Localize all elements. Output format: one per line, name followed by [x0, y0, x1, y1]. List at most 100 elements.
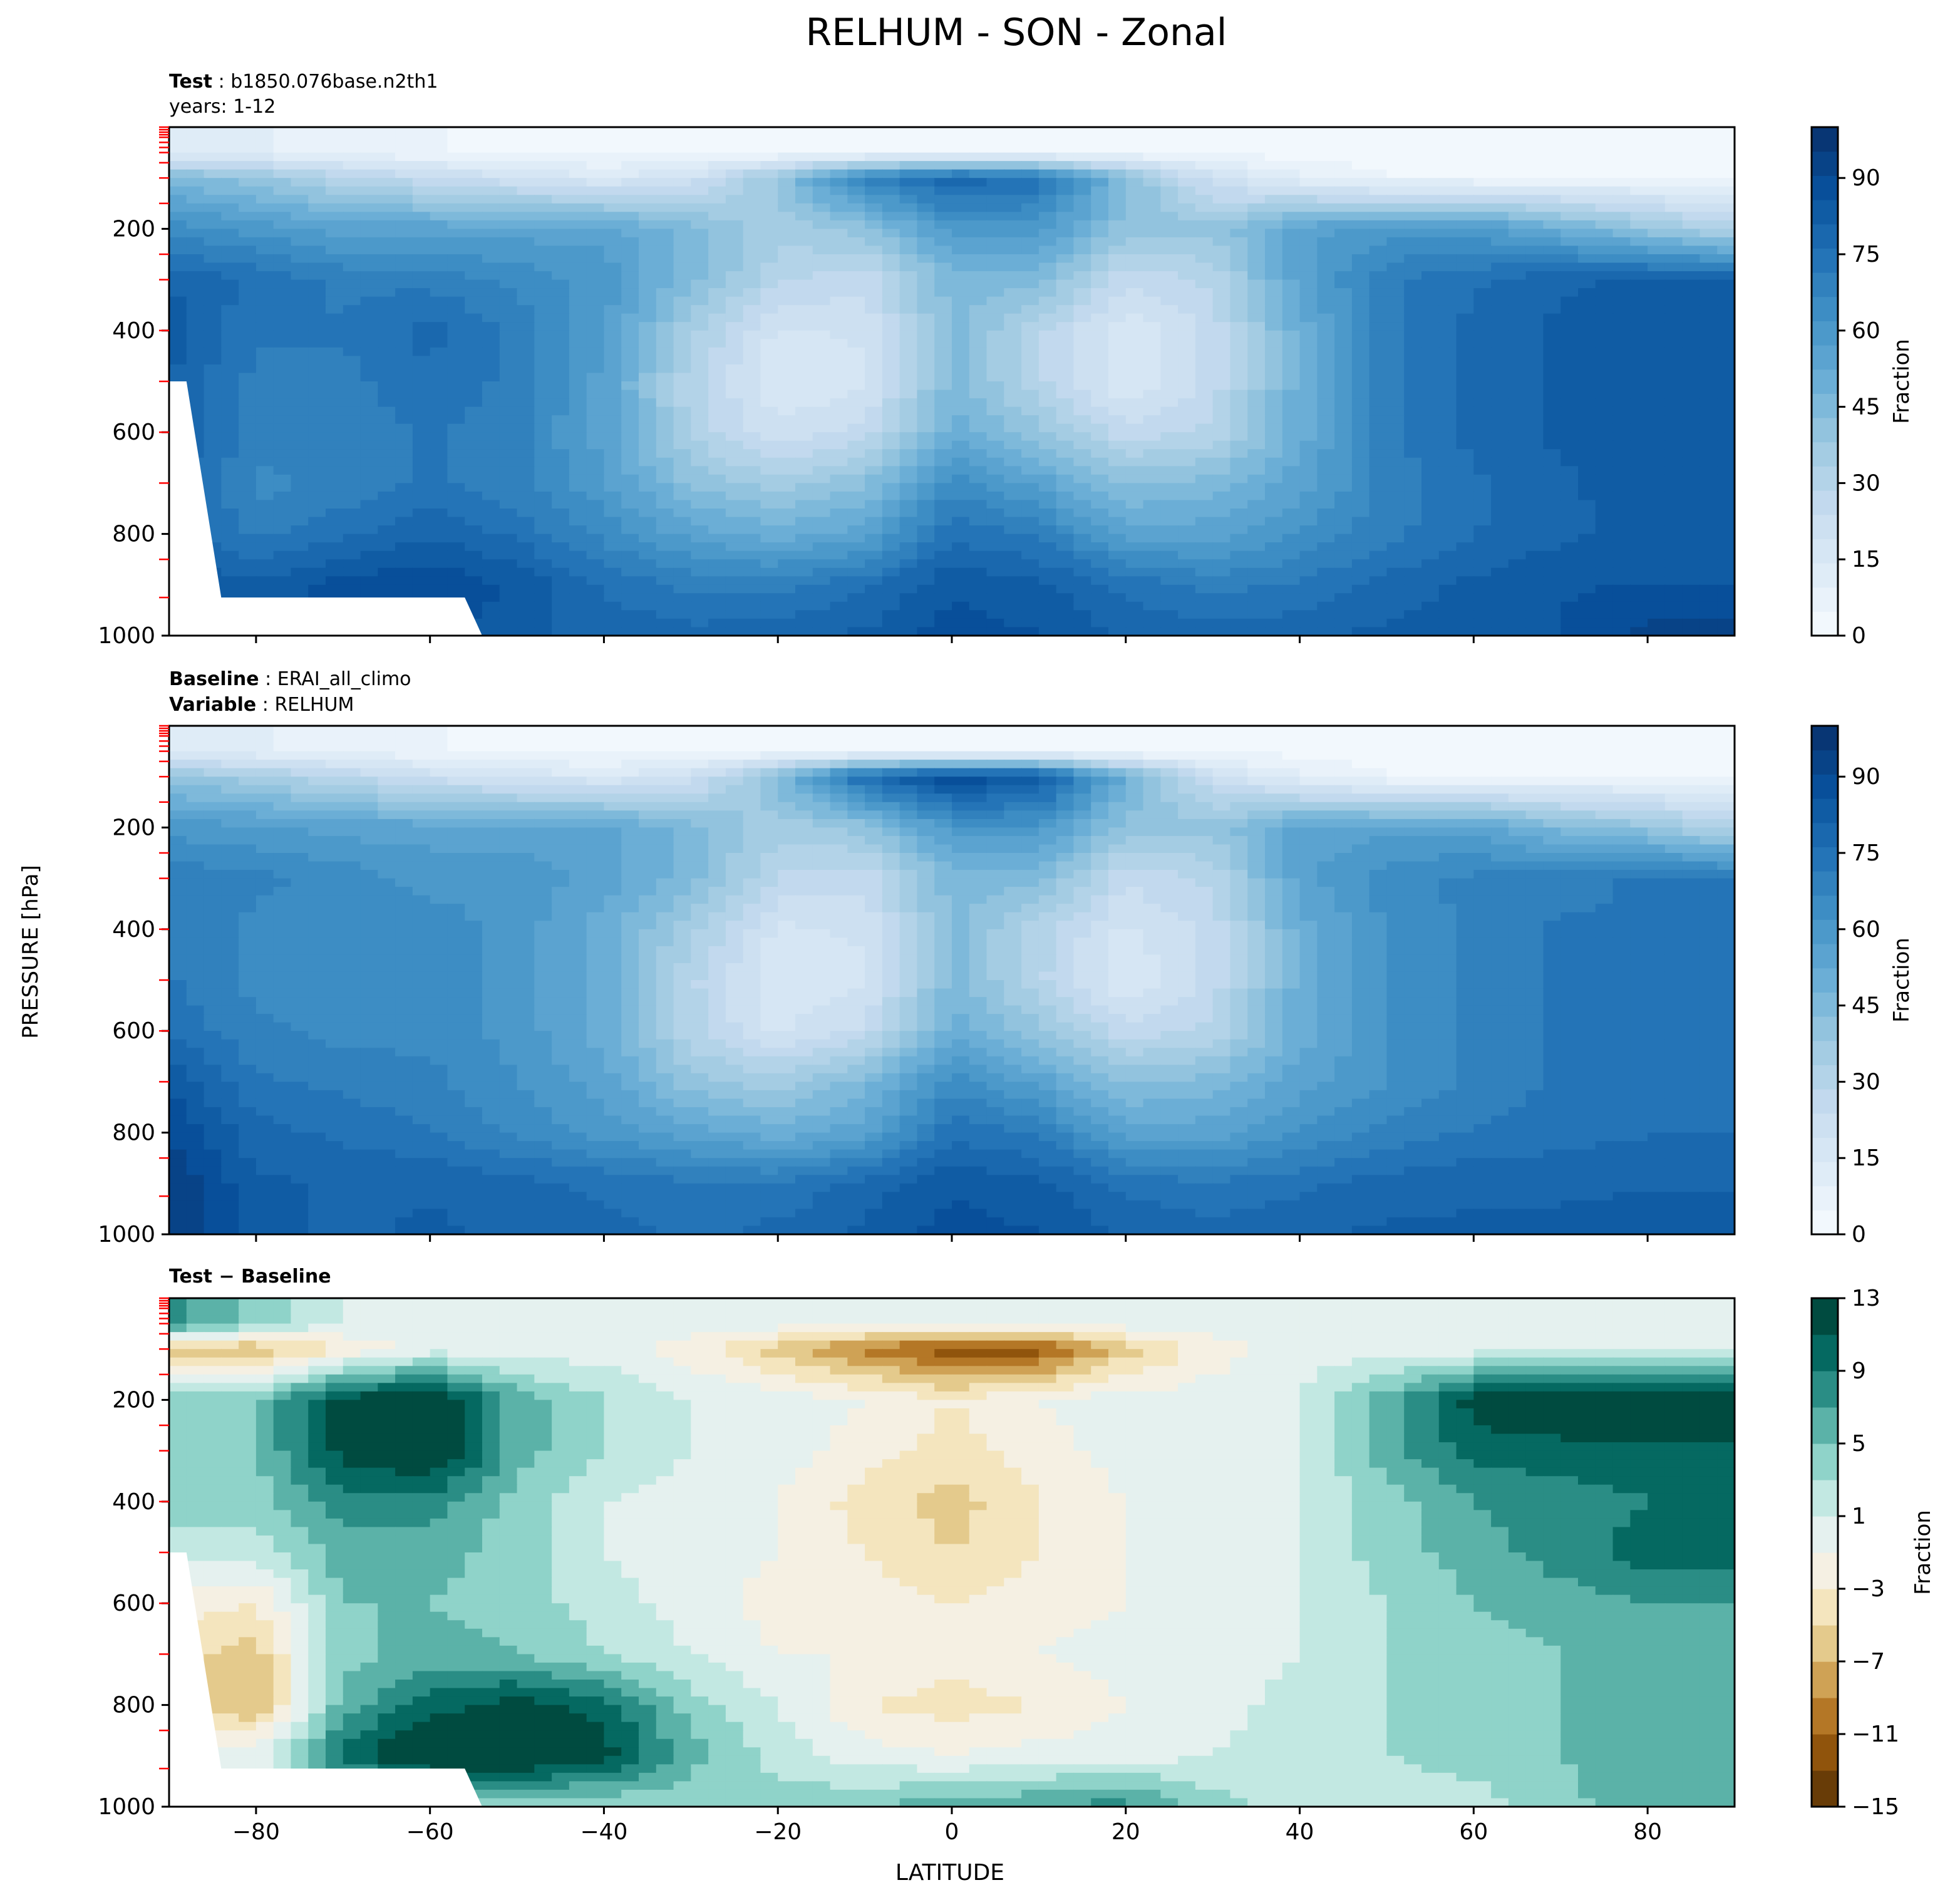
- heatmap-cell: [1508, 364, 1527, 374]
- heatmap-cell: [1178, 347, 1196, 357]
- heatmap-cell: [482, 466, 500, 475]
- heatmap-cell: [569, 423, 587, 433]
- heatmap-cell: [1491, 491, 1509, 501]
- heatmap-cell: [604, 440, 622, 450]
- heatmap-cell: [812, 584, 831, 594]
- heatmap-cell: [1143, 483, 1162, 492]
- heatmap-cell: [255, 347, 274, 357]
- heatmap-cell: [673, 449, 692, 458]
- heatmap-cell: [1317, 474, 1335, 484]
- heatmap-cell: [1160, 415, 1179, 425]
- heatmap-cell: [899, 195, 918, 204]
- heatmap-cell: [1612, 550, 1631, 560]
- heatmap-cell: [343, 186, 361, 196]
- heatmap-cell: [899, 432, 918, 441]
- heatmap-cell: [1265, 245, 1283, 255]
- heatmap-cell: [169, 373, 187, 382]
- heatmap-cell: [1195, 347, 1214, 357]
- heatmap-cell: [1299, 474, 1318, 484]
- heatmap-cell: [204, 415, 222, 425]
- heatmap-cell: [291, 364, 309, 374]
- heatmap-cell: [1369, 550, 1388, 560]
- heatmap-cell: [743, 279, 761, 289]
- heatmap-cell: [882, 364, 900, 374]
- heatmap-cell: [586, 398, 605, 408]
- heatmap-cell: [291, 229, 309, 238]
- heatmap-cell: [1108, 262, 1127, 272]
- heatmap-cell: [725, 466, 744, 475]
- heatmap-cell: [1648, 254, 1666, 264]
- heatmap-cell: [969, 373, 988, 382]
- heatmap-cell: [795, 347, 813, 357]
- heatmap-cell: [795, 567, 813, 577]
- heatmap-cell: [639, 457, 657, 467]
- heatmap-cell: [1317, 212, 1335, 221]
- heatmap-cell: [1456, 432, 1475, 441]
- heatmap-cell: [1317, 178, 1335, 187]
- heatmap-cell: [969, 415, 988, 425]
- heatmap-cell: [482, 593, 500, 602]
- heatmap-cell: [1421, 330, 1440, 340]
- heatmap-cell: [378, 254, 396, 264]
- heatmap-cell: [499, 449, 518, 458]
- heatmap-cell: [534, 483, 552, 492]
- heatmap-cell: [847, 245, 865, 255]
- heatmap-cell: [1664, 127, 1683, 137]
- heatmap-cell: [1212, 186, 1231, 196]
- heatmap-cell: [343, 559, 361, 569]
- heatmap-cell: [326, 398, 344, 408]
- heatmap-cell: [1664, 169, 1683, 178]
- heatmap-cell: [969, 186, 988, 196]
- heatmap-cell: [1648, 245, 1666, 255]
- heatmap-cell: [1317, 296, 1335, 306]
- heatmap-cell: [1525, 356, 1544, 365]
- heatmap-cell: [1004, 406, 1022, 416]
- heatmap-cell: [830, 313, 848, 323]
- heatmap-cell: [1091, 584, 1109, 594]
- heatmap-cell: [621, 305, 639, 314]
- heatmap-cell: [969, 398, 988, 408]
- heatmap-cell: [952, 178, 970, 187]
- heatmap-cell: [1578, 525, 1596, 535]
- heatmap-cell: [482, 406, 500, 416]
- heatmap-cell: [239, 212, 257, 221]
- heatmap-cell: [986, 415, 1005, 425]
- heatmap-cell: [812, 152, 831, 162]
- heatmap-cell: [917, 440, 936, 450]
- heatmap-cell: [1160, 254, 1179, 264]
- heatmap-cell: [604, 534, 622, 543]
- heatmap-cell: [1317, 245, 1335, 255]
- heatmap-cell: [1369, 576, 1388, 586]
- heatmap-cell: [447, 398, 466, 408]
- heatmap-cell: [812, 517, 831, 526]
- heatmap-cell: [1143, 491, 1162, 501]
- heatmap-cell: [1230, 584, 1249, 594]
- heatmap-cell: [1664, 220, 1683, 230]
- heatmap-cell: [308, 313, 326, 323]
- heatmap-cell: [412, 534, 431, 543]
- heatmap-cell: [1073, 534, 1092, 543]
- heatmap-cell: [412, 584, 431, 594]
- heatmap-cell: [917, 398, 936, 408]
- heatmap-cell: [1247, 584, 1266, 594]
- heatmap-cell: [1143, 525, 1162, 535]
- heatmap-cell: [1682, 567, 1701, 577]
- heatmap-cell: [499, 254, 518, 264]
- heatmap-cell: [1630, 322, 1648, 331]
- heatmap-cell: [517, 584, 535, 594]
- heatmap-cell: [1560, 322, 1579, 331]
- heatmap-cell: [1282, 466, 1301, 475]
- heatmap-cell: [1108, 152, 1127, 162]
- heatmap-cell: [743, 364, 761, 374]
- heatmap-cell: [604, 296, 622, 306]
- heatmap-cell: [673, 567, 692, 577]
- heatmap-cell: [847, 525, 865, 535]
- heatmap-cell: [1421, 203, 1440, 213]
- heatmap-cell: [1456, 330, 1475, 340]
- heatmap-cell: [1404, 161, 1422, 170]
- heatmap-cell: [1299, 127, 1318, 137]
- heatmap-cell: [1247, 440, 1266, 450]
- heatmap-cell: [1473, 534, 1492, 543]
- heatmap-cell: [847, 220, 865, 230]
- heatmap-cell: [343, 144, 361, 153]
